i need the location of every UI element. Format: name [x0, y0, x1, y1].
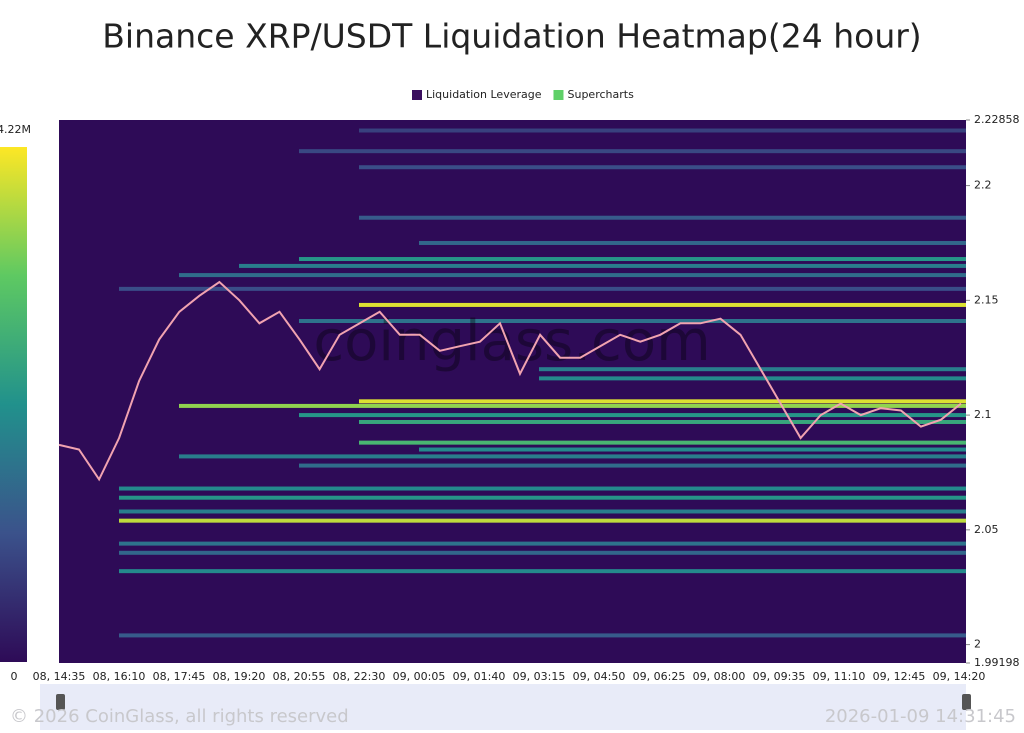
liquidation-band — [119, 495, 966, 500]
x-tick-label: 08, 14:35 — [33, 670, 86, 683]
liquidation-band — [359, 165, 966, 170]
x-tick-label: 09, 08:00 — [693, 670, 746, 683]
x-tick-label: 08, 19:20 — [213, 670, 266, 683]
chart-title: Binance XRP/USDT Liquidation Heatmap(24 … — [102, 17, 921, 56]
y-tick-label: 1.99198 — [974, 656, 1020, 669]
y-tick-label: 2.2 — [974, 179, 992, 192]
x-tick-label: 08, 20:55 — [273, 670, 326, 683]
liquidation-band — [359, 399, 966, 404]
x-tick-label: 08, 17:45 — [153, 670, 206, 683]
x-tick-label: 09, 12:45 — [873, 670, 926, 683]
watermark: coinglass.com — [313, 309, 710, 374]
liquidation-band — [119, 633, 966, 638]
navigator-handle[interactable] — [56, 694, 65, 710]
legend-label: Liquidation Leverage — [426, 88, 542, 101]
legend-swatch — [412, 90, 422, 100]
legend-swatch — [553, 90, 564, 100]
colorbar — [0, 147, 27, 662]
liquidation-band — [119, 486, 966, 491]
x-tick-label: 09, 09:35 — [753, 670, 806, 683]
y-tick-label: 2.05 — [974, 523, 999, 536]
x-tick-label: 09, 04:50 — [573, 670, 626, 683]
liquidation-band — [119, 550, 966, 555]
liquidation-band — [419, 447, 966, 452]
x-tick-label: 09, 14:20 — [933, 670, 986, 683]
liquidation-band — [539, 367, 966, 372]
y-tick-label: 2.1 — [974, 408, 992, 421]
x-tick-label: 09, 11:10 — [813, 670, 866, 683]
liquidation-band — [119, 518, 966, 523]
y-tick-label: 2 — [974, 638, 981, 651]
liquidation-band — [299, 413, 966, 418]
y-tick-label: 2.22858 — [974, 113, 1020, 126]
liquidation-band — [359, 215, 966, 220]
liquidation-band — [119, 286, 966, 291]
x-tick-label: 08, 22:30 — [333, 670, 386, 683]
liquidation-band — [119, 569, 966, 574]
liquidation-band — [179, 454, 966, 459]
liquidation-band — [299, 149, 966, 154]
x-tick-label: 09, 03:15 — [513, 670, 566, 683]
legend-label: Supercharts — [567, 88, 634, 101]
plot-background — [59, 120, 966, 663]
x-tick-label: 08, 16:10 — [93, 670, 146, 683]
x-tick-label: 09, 06:25 — [633, 670, 686, 683]
liquidation-band — [359, 440, 966, 445]
x-tick-label: 09, 00:05 — [393, 670, 446, 683]
navigator — [40, 684, 966, 730]
liquidation-band — [359, 128, 966, 133]
liquidation-band — [539, 376, 966, 381]
liquidation-band — [119, 509, 966, 514]
liquidation-band — [299, 318, 966, 323]
colorbar-label: 0 — [11, 670, 18, 683]
colorbar-label: 4.22M — [0, 123, 31, 136]
footer-right: 2026-01-09 14:31:45 — [825, 706, 1016, 727]
footer-left: © 2026 CoinGlass, all rights reserved — [10, 706, 349, 727]
x-tick-label: 09, 01:40 — [453, 670, 506, 683]
liquidation-band — [419, 240, 966, 245]
liquidation-band — [299, 463, 966, 468]
price-line — [58, 280, 962, 482]
y-tick-label: 2.15 — [974, 293, 999, 306]
liquidation-band — [179, 273, 966, 278]
liquidation-band — [179, 403, 966, 408]
liquidation-band — [359, 302, 966, 307]
liquidation-band — [119, 541, 966, 546]
liquidation-band — [299, 257, 966, 262]
navigator-handle[interactable] — [962, 694, 971, 710]
liquidation-band — [239, 263, 966, 268]
liquidation-band — [359, 419, 966, 424]
